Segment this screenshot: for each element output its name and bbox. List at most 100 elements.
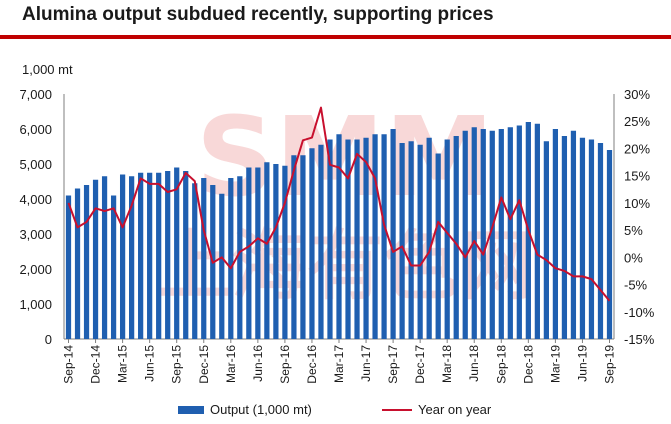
y-right-tick-label: -5% — [624, 278, 648, 293]
x-tick-label: Mar-18 — [440, 345, 454, 383]
output-bar — [561, 136, 568, 339]
x-tick-label: Mar-19 — [548, 345, 562, 383]
legend: Output (1,000 mt) Year on year — [0, 402, 671, 422]
yoy-line — [67, 106, 611, 302]
output-bar — [92, 179, 99, 339]
output-bar — [471, 127, 477, 339]
x-tick-label: Dec-15 — [197, 345, 211, 384]
chart-title: Alumina output subdued recently, support… — [22, 4, 494, 25]
x-tick-label: Jun-18 — [467, 345, 481, 382]
output-bar — [390, 129, 396, 339]
x-tick-label: Dec-14 — [89, 345, 103, 384]
x-tick-label: Sep-18 — [494, 345, 508, 384]
output-bar — [597, 143, 604, 339]
output-bar — [498, 129, 504, 339]
y-left-tick-label: 1,000 — [19, 297, 52, 312]
y-right-tick-label: 5% — [624, 223, 643, 238]
legend-item-yoy: Year on year — [382, 402, 491, 417]
legend-item-output: Output (1,000 mt) — [178, 402, 312, 417]
watermark-logo: SMM — [196, 93, 494, 221]
y-right-tick-label: 10% — [624, 196, 650, 211]
output-bar — [489, 130, 495, 339]
output-bar — [570, 130, 577, 339]
output-bar — [309, 148, 315, 339]
y-right-tick-label: 15% — [624, 169, 650, 184]
x-tick-label: Dec-16 — [305, 345, 319, 384]
output-bar — [534, 123, 540, 339]
output-bar — [480, 129, 486, 339]
x-tick-label: Mar-17 — [332, 345, 346, 383]
output-bar — [237, 176, 243, 339]
y-right-tick-label: -15% — [624, 332, 655, 347]
output-bar — [264, 162, 270, 339]
output-bar — [246, 167, 252, 339]
y-left-tick-label: 0 — [45, 332, 52, 347]
legend-label-output: Output (1,000 mt) — [210, 402, 312, 417]
output-bar — [183, 171, 189, 339]
output-bar — [156, 172, 162, 339]
output-bar — [219, 193, 225, 339]
output-bar — [381, 134, 387, 339]
output-bar — [354, 139, 360, 339]
y-left-tick-label: 3,000 — [19, 227, 52, 242]
output-bar — [255, 167, 261, 339]
output-bar — [417, 144, 423, 339]
output-bar — [101, 176, 108, 339]
y-left-tick-label: 5,000 — [19, 157, 52, 172]
output-bar — [606, 150, 613, 339]
output-bar — [372, 134, 378, 339]
y-right-tick-label: 0% — [624, 250, 643, 265]
output-bar — [201, 178, 207, 339]
title-underline — [0, 35, 671, 39]
output-bar — [579, 137, 586, 339]
output-bar — [174, 167, 180, 339]
output-bar — [435, 153, 441, 339]
x-tick-label: Sep-14 — [62, 345, 76, 384]
x-tick-label: Sep-19 — [603, 345, 617, 384]
output-bar — [426, 137, 432, 339]
y-left-tick-label: 4,000 — [19, 192, 52, 207]
x-tick-label: Sep-17 — [386, 345, 400, 384]
output-bar — [462, 130, 468, 339]
legend-label-yoy: Year on year — [418, 402, 492, 417]
x-tick-label: Dec-17 — [413, 345, 427, 384]
output-bar — [336, 134, 342, 339]
output-bar — [165, 171, 171, 339]
output-bar — [110, 195, 117, 339]
x-tick-label: Mar-15 — [116, 345, 130, 383]
y-right-tick-label: 25% — [624, 114, 650, 129]
output-bar — [83, 185, 90, 339]
output-bar — [65, 195, 72, 339]
output-bar — [543, 141, 549, 339]
output-bar — [282, 165, 288, 339]
x-tick-label: Jun-16 — [251, 345, 265, 382]
x-tick-label: Dec-18 — [521, 345, 535, 384]
output-bar — [516, 125, 522, 339]
y-right-tick-label: -10% — [624, 305, 655, 320]
output-bar — [228, 178, 234, 339]
output-bar — [444, 139, 450, 339]
y-left-unit: 1,000 mt — [22, 62, 73, 77]
output-bar — [300, 155, 306, 339]
y-left-tick-label: 2,000 — [19, 262, 52, 277]
output-bar — [327, 139, 333, 339]
output-bar — [273, 164, 279, 339]
legend-swatch-output — [178, 405, 204, 414]
y-right-tick-label: 30% — [624, 87, 650, 102]
output-bar — [318, 144, 324, 339]
output-bar — [345, 139, 351, 339]
output-bar — [507, 127, 513, 339]
y-left-tick-label: 6,000 — [19, 122, 52, 137]
x-tick-label: Jun-15 — [143, 345, 157, 382]
legend-swatch-yoy — [382, 408, 412, 411]
output-bar — [552, 129, 559, 339]
output-bar — [138, 172, 144, 339]
output-bar — [363, 137, 369, 339]
y-right-tick-label: 20% — [624, 141, 650, 156]
output-bar — [192, 183, 198, 339]
x-tick-label: Jun-19 — [575, 345, 589, 382]
output-bar — [291, 155, 297, 339]
output-bar — [408, 141, 414, 339]
output-bar — [588, 139, 595, 339]
